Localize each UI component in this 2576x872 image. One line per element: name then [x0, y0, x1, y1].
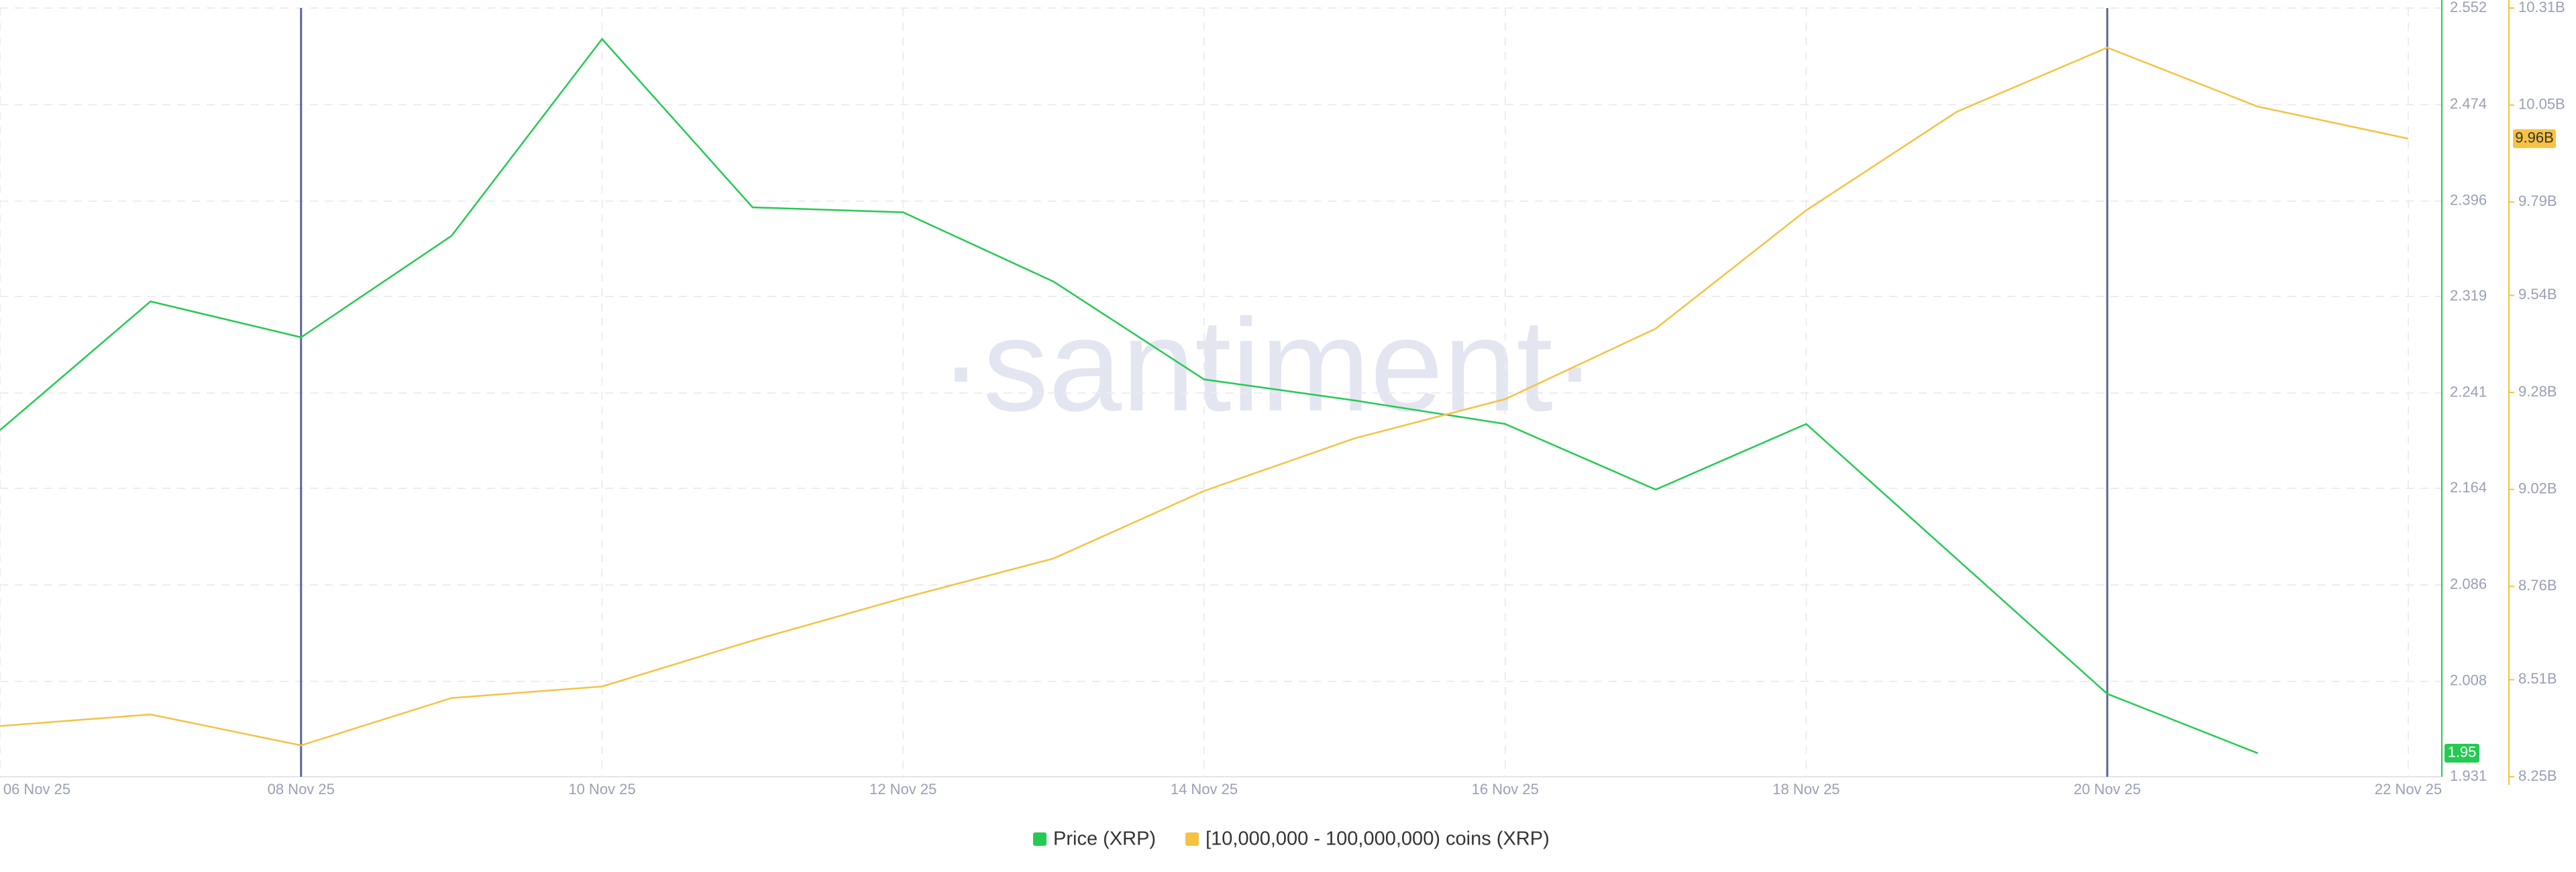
y2-tick-label: 10.05B [2518, 95, 2565, 112]
x-tick-label: 16 Nov 25 [1472, 781, 1539, 798]
x-tick-label: 18 Nov 25 [1772, 781, 1839, 798]
y-tick-label: 2.474 [2450, 95, 2487, 112]
y-tick-label: 1.931 [2450, 767, 2487, 784]
y2-tick-label: 8.25B [2518, 767, 2557, 784]
end-label: 9.96B [2515, 129, 2554, 146]
x-tick-label: 06 Nov 25 [3, 781, 70, 798]
y2-tick-label: 9.79B [2518, 193, 2557, 209]
x-tick-label: 14 Nov 25 [1171, 781, 1238, 798]
x-tick-label: 08 Nov 25 [268, 781, 335, 798]
end-label-box [2513, 129, 2556, 148]
legend-swatch [1185, 832, 1199, 846]
legend-swatch [1033, 832, 1046, 846]
series-line [0, 38, 2259, 755]
y-tick-label: 2.319 [2450, 287, 2487, 304]
watermark: ·santiment· [939, 292, 1597, 439]
y2-tick-label: 9.02B [2518, 480, 2557, 496]
y2-tick-label: 8.76B [2518, 577, 2557, 594]
legend-label: [10,000,000 - 100,000,000) coins (XRP) [1205, 828, 1550, 850]
legend-label: Price (XRP) [1053, 828, 1156, 850]
y-tick-label: 2.164 [2450, 479, 2487, 496]
y-tick-label: 2.086 [2450, 576, 2487, 592]
y-tick-label: 2.008 [2450, 672, 2487, 689]
y2-tick-label: 9.28B [2518, 383, 2557, 400]
y-tick-label: 2.396 [2450, 192, 2487, 209]
x-tick-label: 10 Nov 25 [568, 781, 635, 798]
end-label: 1.95 [2448, 744, 2477, 761]
y-tick-label: 2.552 [2450, 0, 2487, 15]
x-tick-label: 20 Nov 25 [2074, 781, 2141, 798]
y2-tick-label: 8.51B [2518, 670, 2557, 687]
y2-tick-label: 10.31B [2518, 0, 2565, 15]
x-tick-label: 12 Nov 25 [869, 781, 936, 798]
y2-tick-label: 9.54B [2518, 286, 2557, 303]
x-tick-label: 22 Nov 25 [2375, 781, 2442, 798]
end-label-box [2445, 743, 2479, 763]
legend: Price (XRP) [10,000,000 - 100,000,000) co… [1033, 828, 1550, 850]
series-line [0, 46, 2409, 747]
y-tick-label: 2.241 [2450, 384, 2487, 400]
